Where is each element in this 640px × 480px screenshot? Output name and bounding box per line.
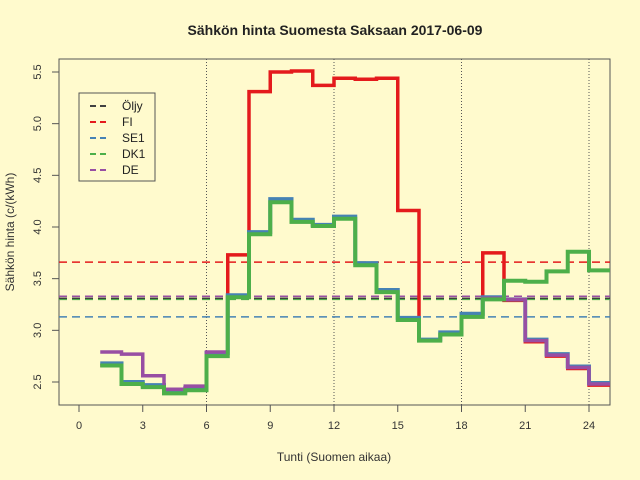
legend: Öljy FI SE1 DK1 DE [78, 92, 156, 182]
x-tick-label: 6 [203, 420, 209, 432]
legend-label: DE [122, 163, 139, 177]
x-tick-label: 18 [455, 420, 467, 432]
x-tick-label: 0 [76, 420, 82, 432]
y-tick-label: 4.5 [32, 168, 44, 183]
legend-label: Öljy [122, 99, 143, 113]
x-tick-label: 24 [583, 420, 595, 432]
y-tick-label: 3.0 [32, 323, 44, 338]
legend-label: FI [122, 115, 133, 129]
chart-title: Sähkön hinta Suomesta Saksaan 2017-06-09 [188, 22, 483, 38]
x-tick-label: 3 [140, 420, 146, 432]
x-tick-label: 15 [392, 420, 404, 432]
y-tick-label: 5.0 [32, 116, 44, 131]
legend-label: DK1 [122, 147, 146, 161]
y-tick-label: 5.5 [32, 64, 44, 79]
y-axis: 2.5 3.0 3.5 4.0 4.5 5.0 5.5 [32, 64, 59, 390]
y-tick-label: 3.5 [32, 271, 44, 286]
y-tick-label: 4.0 [32, 219, 44, 234]
x-axis: 0 3 6 9 12 15 18 21 24 [76, 404, 595, 432]
plot-area [58, 58, 611, 406]
legend-label: SE1 [122, 131, 145, 145]
series-dk1 [100, 200, 610, 396]
x-axis-label: Tunti (Suomen aikaa) [277, 450, 391, 464]
x-tick-label: 21 [519, 420, 531, 432]
x-tick-label: 9 [267, 420, 273, 432]
y-axis-label: Sähkön hinta (c/(kWh) [3, 173, 17, 292]
x-tick-label: 12 [328, 420, 340, 432]
y-tick-label: 2.5 [32, 374, 44, 389]
